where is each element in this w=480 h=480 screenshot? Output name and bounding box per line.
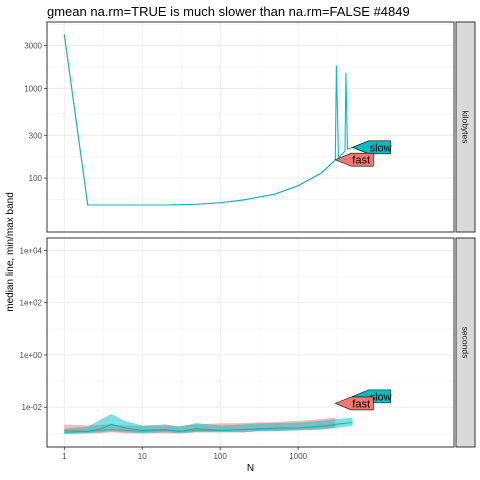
y-tick-label: 100: [29, 174, 43, 183]
panel-background: [47, 22, 454, 232]
panel-border: [46, 21, 455, 233]
y-tick-label: 1e+02: [20, 299, 43, 308]
gridlines: [47, 238, 454, 447]
x-axis-label: N: [247, 463, 254, 474]
label-box-slow: [351, 140, 391, 155]
gridlines: [47, 22, 454, 232]
y-tick-label: 1e+00: [20, 351, 43, 360]
y-tick-label: 1e+04: [20, 246, 43, 255]
label-box-fast: [334, 152, 374, 167]
y-tick-label: 1e-02: [22, 403, 43, 412]
facet-strip-label: kilobytes: [461, 110, 471, 143]
panels: slowfastkilobytes10030010003000slowfasts…: [20, 21, 476, 461]
chart-title: gmean na.rm=TRUE is much slower than na.…: [47, 4, 410, 19]
label-box-fast: [334, 396, 374, 411]
x-tick-label: 1000: [289, 452, 307, 461]
series-line-slow: [64, 421, 353, 433]
y-tick-label: 3000: [24, 42, 42, 51]
y-tick-label: 300: [29, 131, 43, 140]
direct-label-fast: fast: [352, 398, 370, 410]
direct-label-fast: fast: [352, 155, 370, 167]
x-tick-label: 10: [138, 452, 147, 461]
x-tick-label: 1: [62, 452, 67, 461]
y-tick-label: 1000: [24, 84, 42, 93]
facet-strip: [455, 237, 476, 448]
series-line-slow: [63, 34, 353, 206]
y-axis-label: median line, min/max band: [5, 192, 16, 312]
x-tick-label: 100: [213, 452, 227, 461]
direct-label-slow: slow: [370, 142, 392, 154]
facet-strip-label: seconds: [461, 327, 471, 359]
facet-strip: [455, 21, 476, 233]
panel-border: [46, 237, 455, 448]
panel-background: [47, 238, 454, 447]
direct-label-slow: slow: [370, 391, 392, 403]
